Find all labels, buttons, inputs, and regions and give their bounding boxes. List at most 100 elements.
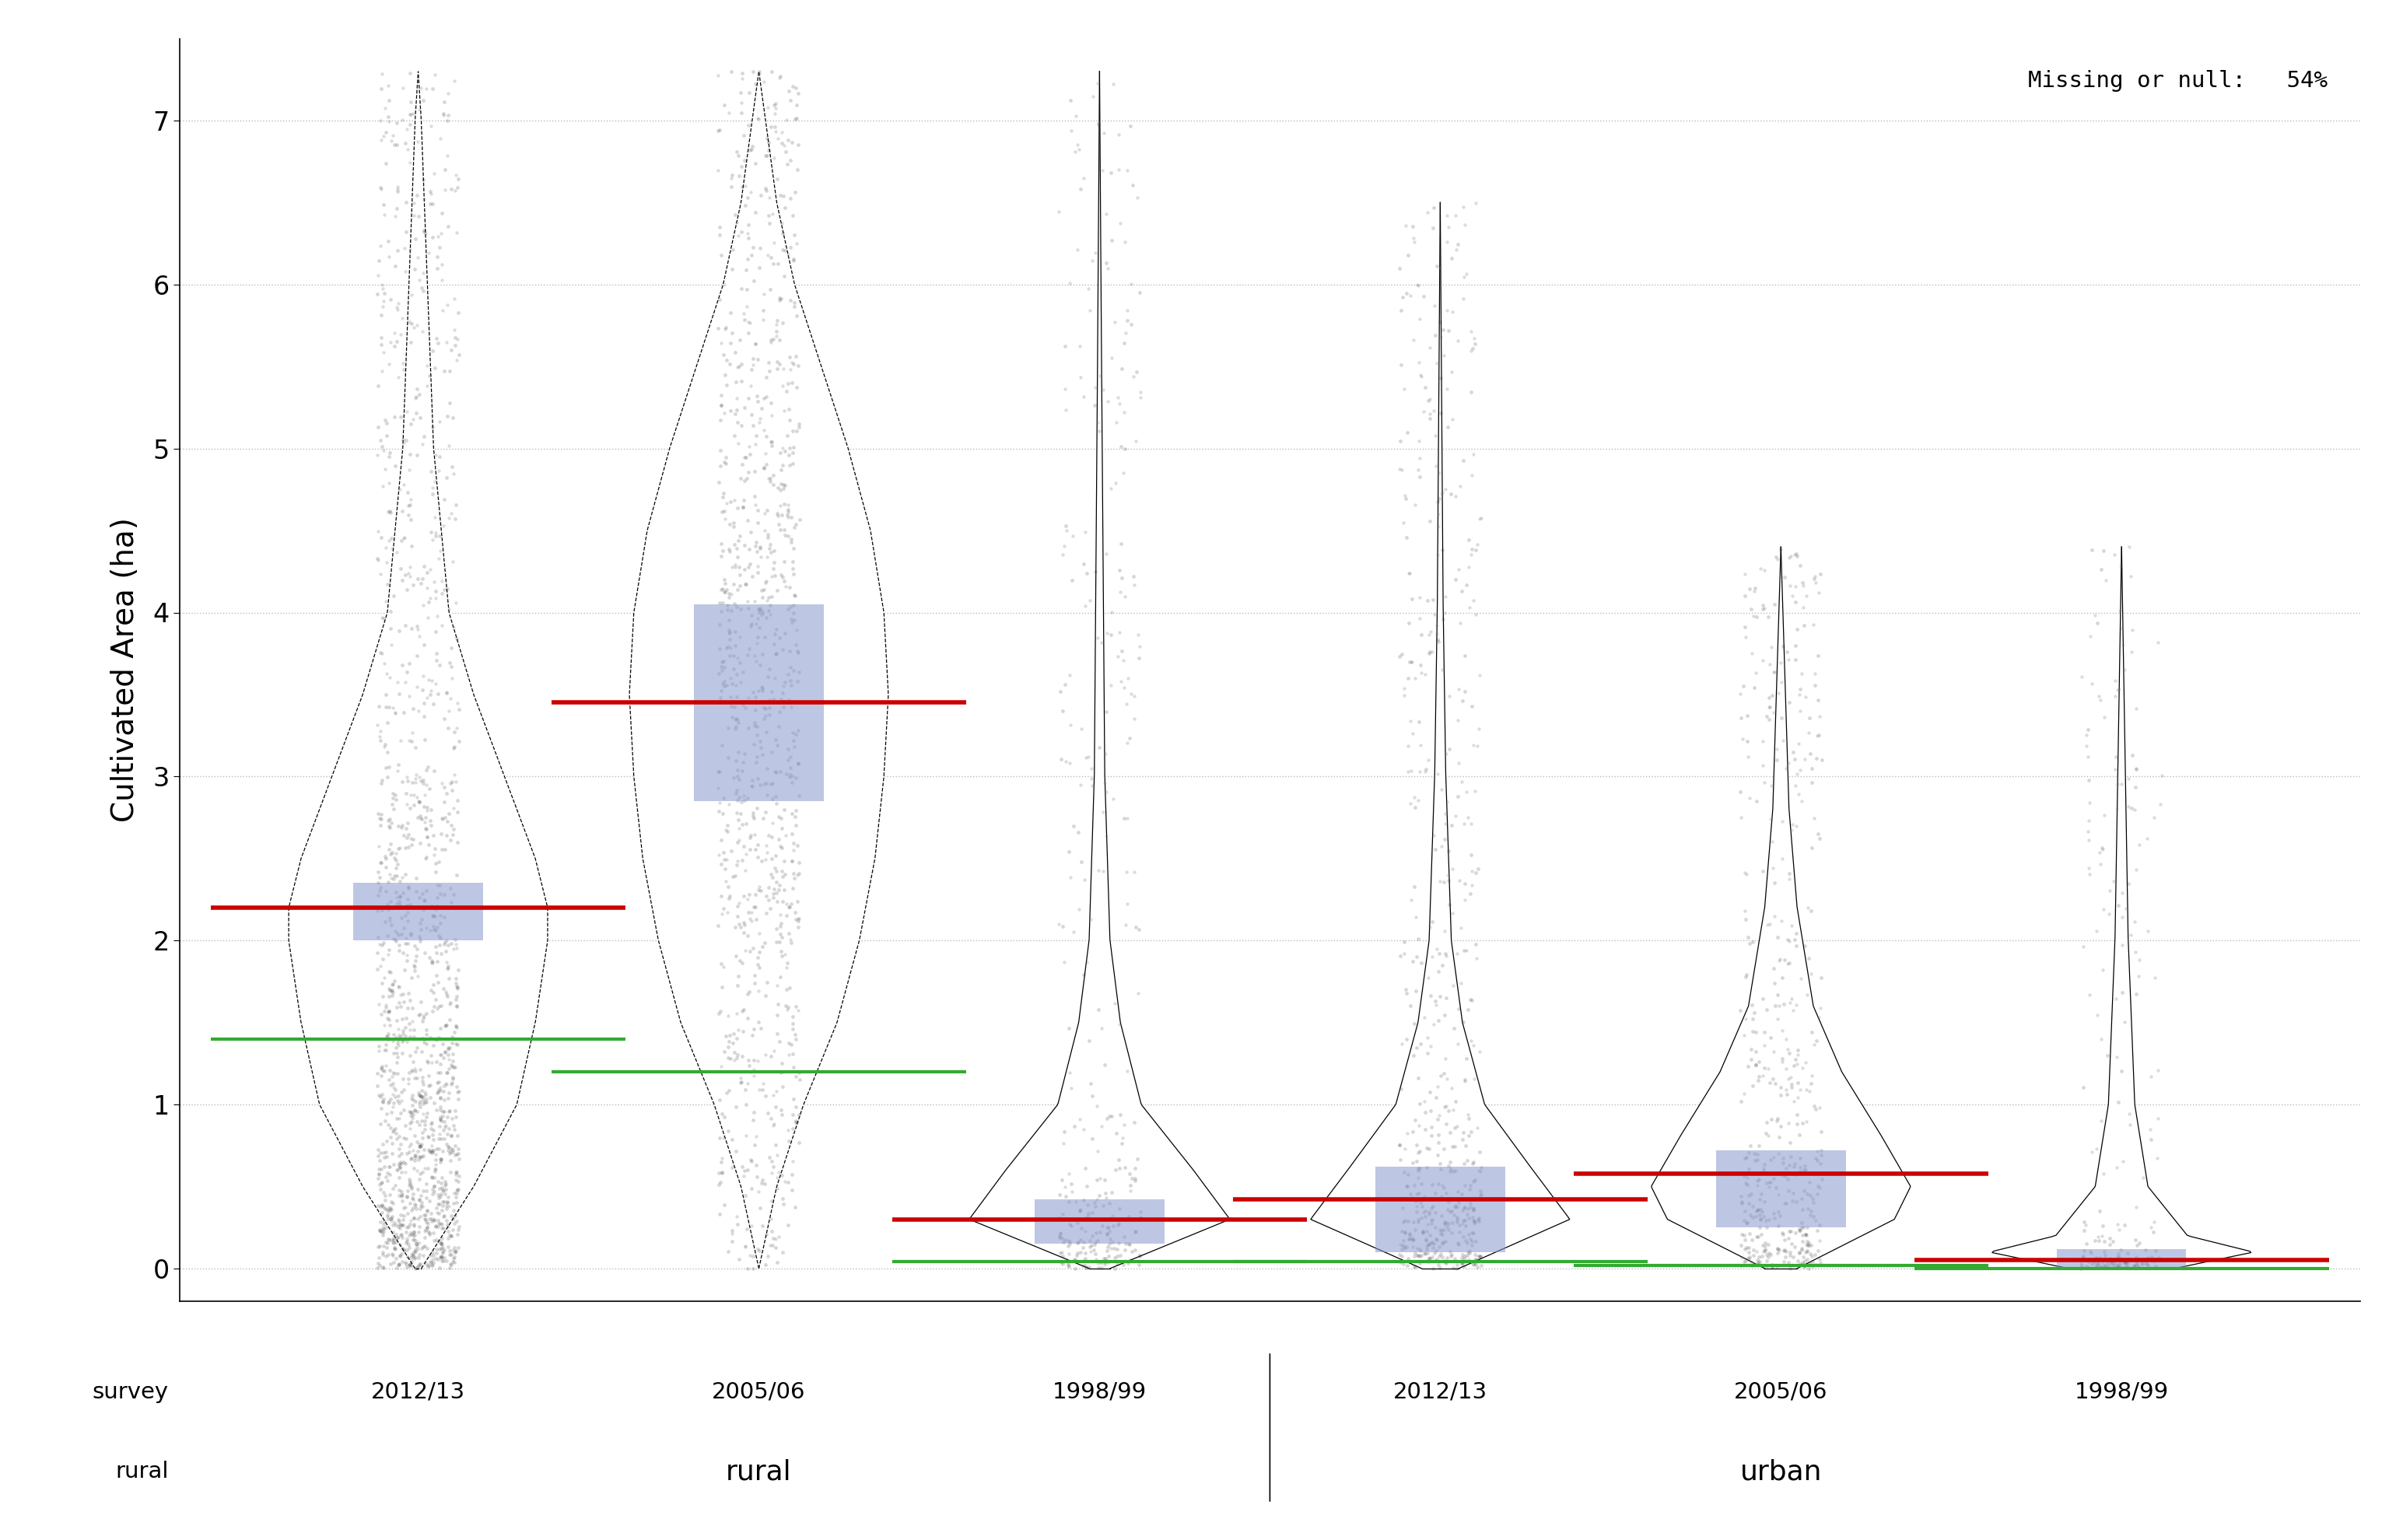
Point [702, 1170, 740, 1195]
Point [2116, 696, 2154, 721]
Point [702, 393, 740, 417]
Point [391, 151, 429, 176]
Point [379, 975, 417, 999]
Point [772, 892, 810, 916]
Point [1730, 1053, 1768, 1078]
Point [704, 480, 743, 505]
Point [1445, 1207, 1483, 1232]
Point [374, 926, 412, 950]
Point [1792, 961, 1831, 986]
Point [726, 742, 764, 767]
Point [1775, 1089, 1814, 1113]
Point [1775, 1053, 1814, 1078]
Point [424, 1109, 462, 1133]
Point [745, 1252, 783, 1277]
Point [769, 493, 807, 517]
Point [398, 1138, 436, 1163]
Point [707, 507, 745, 531]
Point [736, 1100, 774, 1124]
Point [1771, 1220, 1809, 1244]
Point [733, 936, 772, 961]
Point [438, 1218, 477, 1243]
Point [398, 183, 436, 208]
Point [403, 1026, 441, 1050]
Point [764, 517, 803, 542]
Point [1728, 1210, 1766, 1235]
Point [1785, 1255, 1823, 1280]
Point [733, 801, 772, 825]
Point [1778, 1043, 1816, 1067]
Point [434, 936, 472, 961]
Point [410, 1140, 448, 1164]
Point [757, 1078, 795, 1103]
Point [1761, 650, 1799, 675]
Point [426, 1070, 465, 1095]
Point [1799, 581, 1838, 605]
Point [760, 511, 798, 536]
Point [1059, 237, 1097, 262]
Point [436, 1013, 474, 1038]
Point [2085, 539, 2123, 564]
Point [1438, 484, 1476, 508]
Point [1073, 1083, 1112, 1107]
Point [1783, 1186, 1821, 1210]
Point [1728, 1172, 1766, 1197]
Point [1387, 280, 1426, 305]
Point [417, 671, 455, 696]
Point [395, 1124, 434, 1149]
Point [2082, 852, 2120, 876]
Point [400, 1112, 438, 1137]
Point [2065, 1218, 2104, 1243]
Point [1421, 1241, 1459, 1266]
Point [1744, 596, 1783, 621]
Point [2132, 1244, 2171, 1269]
Point [1732, 1254, 1771, 1278]
Point [371, 129, 410, 154]
Point [1426, 1003, 1464, 1027]
Point [1763, 1146, 1802, 1170]
Point [407, 805, 446, 830]
Point [1759, 1161, 1797, 1186]
Point [1763, 1150, 1802, 1175]
Point [1771, 929, 1809, 953]
Point [1792, 1183, 1831, 1207]
Point [764, 1073, 803, 1098]
Point [752, 470, 791, 494]
Point [359, 956, 398, 981]
Point [716, 707, 755, 732]
Point [733, 611, 772, 636]
Point [731, 521, 769, 545]
Point [776, 180, 815, 205]
Point [719, 536, 757, 561]
Point [426, 1169, 465, 1194]
Point [1064, 962, 1102, 987]
Point [1459, 1255, 1498, 1280]
Point [731, 1060, 769, 1084]
Point [369, 1021, 407, 1046]
Point [745, 1043, 783, 1067]
Point [726, 1183, 764, 1207]
Point [745, 570, 783, 594]
Point [1387, 1121, 1426, 1146]
Point [407, 915, 446, 939]
Point [1795, 805, 1833, 830]
Point [1421, 487, 1459, 511]
Point [419, 1209, 458, 1234]
Point [417, 1157, 455, 1181]
Point [1754, 659, 1792, 684]
Point [1045, 913, 1083, 938]
Point [407, 1049, 446, 1073]
Point [772, 745, 810, 770]
Point [1049, 1189, 1088, 1214]
Point [386, 822, 424, 847]
Point [1751, 1107, 1790, 1132]
Point [1428, 1153, 1466, 1178]
Point [1778, 813, 1816, 838]
Point [752, 391, 791, 416]
Point [383, 941, 422, 966]
Point [415, 902, 453, 927]
Point [388, 578, 426, 602]
Point [745, 456, 783, 480]
Point [419, 915, 458, 939]
Point [374, 1227, 412, 1252]
